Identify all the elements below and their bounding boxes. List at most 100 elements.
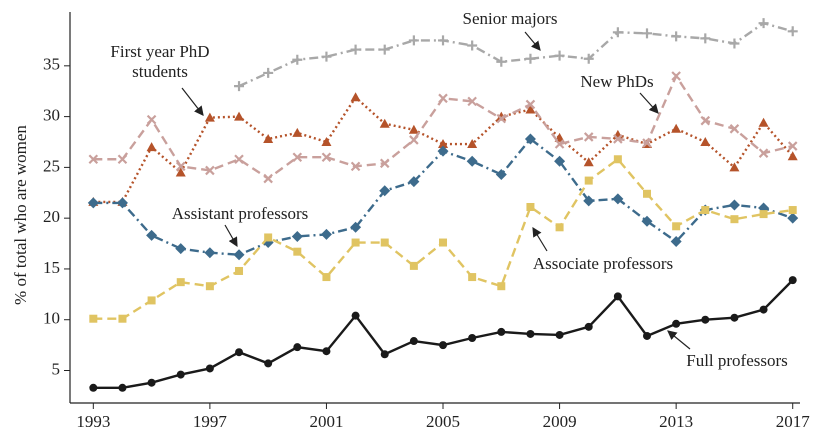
- point: [613, 134, 623, 144]
- point: [408, 35, 419, 46]
- point: [88, 154, 99, 165]
- point: [670, 236, 682, 248]
- point: [467, 40, 478, 51]
- point: [555, 223, 564, 232]
- point: [612, 193, 624, 205]
- point: [292, 127, 303, 137]
- point: [146, 229, 158, 241]
- point: [730, 313, 739, 322]
- series-annotation: First year PhD students: [110, 42, 210, 81]
- annotation-arrow: [524, 31, 541, 51]
- point: [320, 228, 332, 240]
- point: [526, 329, 535, 338]
- point: [759, 305, 768, 314]
- point: [293, 343, 302, 352]
- series-line: [238, 21, 794, 88]
- annotation-arrow: [181, 87, 204, 116]
- point: [787, 151, 798, 161]
- y-axis-label: % of total who are women: [11, 125, 30, 305]
- point: [554, 139, 565, 149]
- point: [583, 53, 594, 64]
- series-annotation: Assistant professors: [171, 204, 309, 223]
- point: [583, 157, 594, 167]
- point: [235, 266, 244, 275]
- y-tick-label: 15: [43, 258, 60, 277]
- point: [788, 206, 797, 215]
- point: [788, 276, 797, 285]
- point: [175, 161, 186, 172]
- point: [641, 215, 653, 227]
- point: [438, 35, 449, 46]
- point: [758, 117, 769, 127]
- point: [233, 249, 245, 261]
- point: [495, 168, 507, 180]
- point: [351, 311, 360, 320]
- point: [409, 337, 418, 346]
- point: [409, 261, 418, 270]
- point: [787, 141, 798, 151]
- y-tick-label: 35: [43, 55, 60, 74]
- annotation-arrow: [532, 226, 548, 252]
- point: [437, 145, 449, 157]
- point: [467, 96, 477, 107]
- point: [146, 114, 157, 125]
- point: [758, 18, 769, 29]
- point: [555, 330, 564, 339]
- point: [438, 93, 448, 104]
- point: [700, 33, 711, 44]
- point: [351, 238, 360, 247]
- point: [322, 273, 331, 282]
- point: [87, 197, 99, 209]
- point: [204, 247, 216, 259]
- point: [292, 152, 303, 163]
- point: [263, 133, 274, 143]
- x-tick-label: 2005: [426, 412, 460, 431]
- y-tick-label: 25: [43, 156, 60, 175]
- point: [496, 56, 507, 67]
- annotation-arrow: [667, 330, 691, 350]
- point: [379, 158, 390, 169]
- point: [525, 99, 536, 110]
- point: [175, 243, 187, 255]
- y-tick-label: 5: [52, 359, 61, 378]
- point: [730, 215, 739, 224]
- series-line: [93, 73, 793, 181]
- series-line: [93, 279, 794, 389]
- point: [234, 154, 244, 165]
- point: [350, 161, 361, 172]
- point: [787, 26, 798, 37]
- point: [497, 327, 506, 336]
- point: [700, 136, 711, 146]
- point: [643, 331, 652, 340]
- point: [293, 247, 302, 256]
- point: [612, 27, 623, 38]
- x-tick-label: 1997: [193, 412, 228, 431]
- point: [613, 292, 622, 301]
- x-tick-label: 2009: [543, 412, 577, 431]
- point: [729, 124, 740, 134]
- point: [701, 206, 710, 215]
- point: [439, 341, 448, 350]
- annotation-arrow: [639, 92, 659, 114]
- point: [263, 173, 273, 184]
- x-tick-label: 2001: [309, 412, 343, 431]
- point: [583, 132, 594, 142]
- point: [672, 319, 681, 328]
- point: [671, 31, 682, 42]
- point: [700, 115, 711, 126]
- point: [321, 136, 332, 146]
- point: [350, 92, 361, 102]
- point: [116, 197, 128, 209]
- annotation-arrow: [224, 224, 238, 248]
- y-tick-label: 30: [43, 106, 60, 125]
- point: [584, 176, 593, 185]
- series-annotation: Associate professors: [532, 254, 674, 273]
- point: [671, 123, 682, 133]
- point: [379, 185, 391, 197]
- point: [409, 135, 419, 145]
- point: [554, 50, 565, 61]
- point: [642, 28, 653, 39]
- point: [322, 347, 331, 356]
- point: [292, 54, 303, 65]
